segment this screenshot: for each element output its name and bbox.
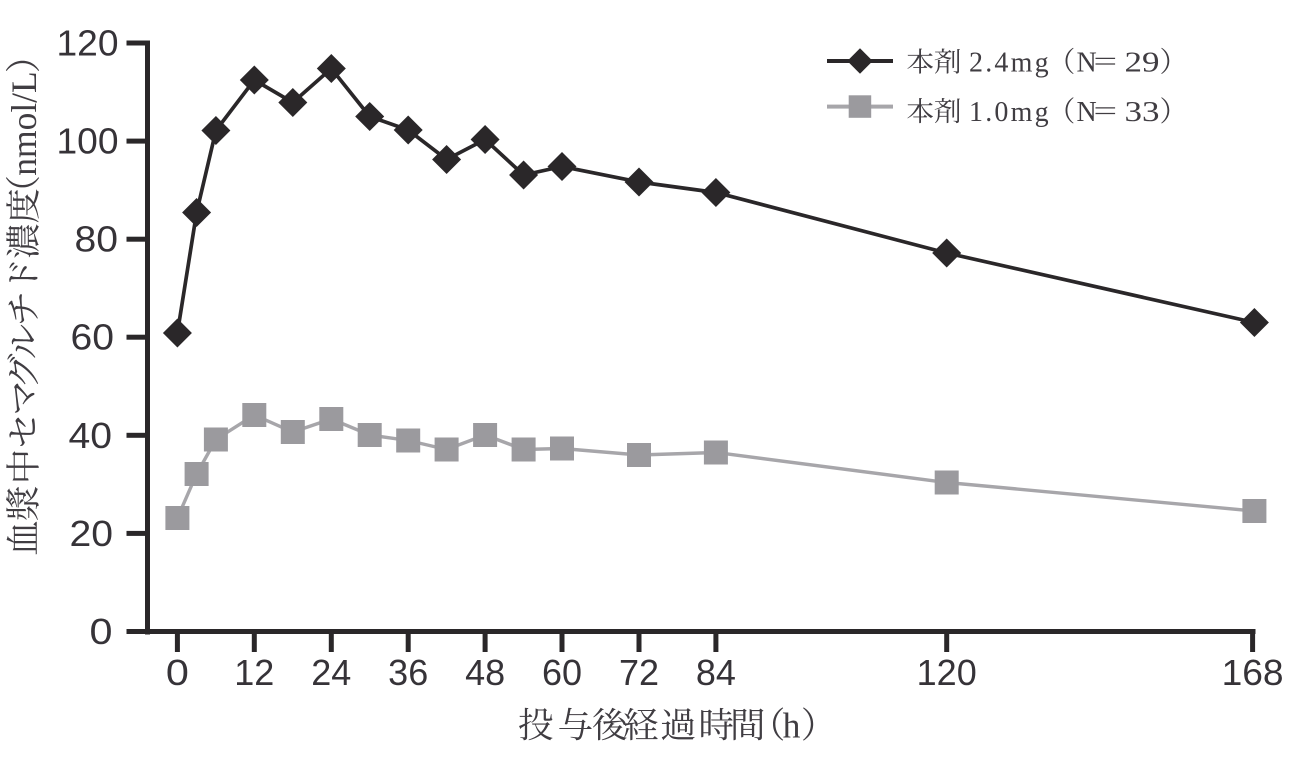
svg-text:48: 48 [465, 652, 505, 693]
svg-text:120: 120 [57, 23, 119, 64]
svg-text:72: 72 [619, 652, 659, 693]
svg-text:N: N [1077, 48, 1097, 79]
svg-text:12: 12 [234, 652, 274, 693]
svg-text:60: 60 [71, 317, 115, 358]
svg-text:60: 60 [542, 652, 582, 693]
svg-text:84: 84 [696, 652, 736, 693]
svg-text:N: N [1077, 97, 1097, 128]
svg-text:nmol/L: nmol/L [4, 71, 44, 176]
svg-text:h: h [783, 706, 801, 746]
svg-text:120: 120 [917, 652, 977, 693]
svg-text:168: 168 [1222, 652, 1284, 693]
svg-text:1.0mg: 1.0mg [969, 97, 1051, 128]
svg-text:36: 36 [388, 652, 428, 693]
svg-text:24: 24 [311, 652, 351, 693]
svg-text:29: 29 [1125, 48, 1160, 79]
svg-text:2.4mg: 2.4mg [969, 48, 1051, 79]
svg-text:100: 100 [57, 121, 119, 162]
svg-text:20: 20 [70, 513, 114, 554]
svg-text:0: 0 [166, 652, 189, 693]
svg-text:80: 80 [75, 219, 119, 260]
svg-text:0: 0 [90, 611, 113, 652]
svg-text:33: 33 [1125, 97, 1160, 128]
svg-text:40: 40 [69, 415, 113, 456]
